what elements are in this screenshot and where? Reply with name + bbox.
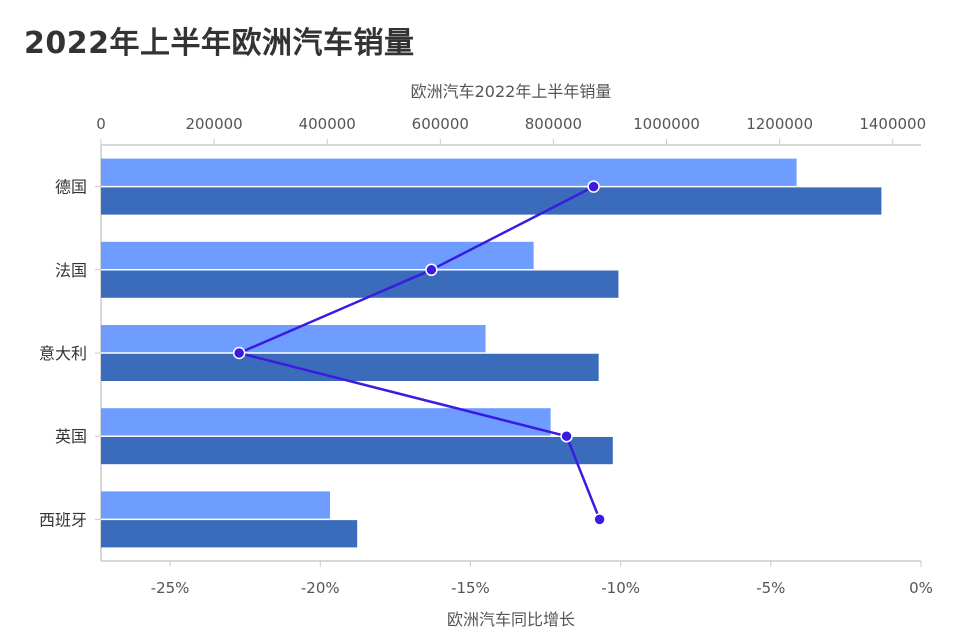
top-axis-tick-label: 600000 [412,115,469,133]
top-axis-tick-label: 200000 [185,115,242,133]
category-label: 德国 [55,178,87,197]
top-axis-tick-label: 400000 [299,115,356,133]
bottom-axis-tick-label: -15% [451,579,490,597]
bottom-axis-tick-label: -20% [301,579,340,597]
bar-series-2 [101,269,619,298]
top-axis-tick-label: 1400000 [859,115,926,133]
bar-series-1 [101,158,797,187]
top-axis-tick-label: 1200000 [746,115,813,133]
top-axis-tick-label: 800000 [525,115,582,133]
category-label: 法国 [55,261,87,280]
bar-series-1 [101,408,551,437]
bottom-axis-title: 欧洲汽车同比增长 [447,610,575,629]
bottom-axis-tick-label: 0% [909,579,933,597]
bar-series-2 [101,436,613,465]
bar-series-1 [101,241,534,270]
growth-point [560,429,573,443]
bottom-axis-tick-label: -25% [151,579,190,597]
growth-point [425,263,438,277]
top-axis-title: 欧洲汽车2022年上半年销量 [411,82,612,101]
category-label: 西班牙 [39,510,87,529]
growth-point [587,180,600,193]
bottom-axis-tick-label: -5% [756,579,785,597]
bar-series-2 [101,186,882,215]
growth-point [232,346,246,360]
top-axis-tick-label: 1000000 [633,115,700,133]
bar-series-2 [101,353,599,381]
category-label: 英国 [55,427,87,446]
bar-series-2 [101,519,358,548]
chart-title: 2022年上半年欧洲汽车销量 [24,26,415,61]
bottom-axis-tick-label: -10% [601,579,640,597]
bar-series-1 [101,491,331,520]
growth-point [593,513,606,526]
category-label: 意大利 [39,344,87,363]
top-axis-tick-label: 0 [96,115,106,133]
